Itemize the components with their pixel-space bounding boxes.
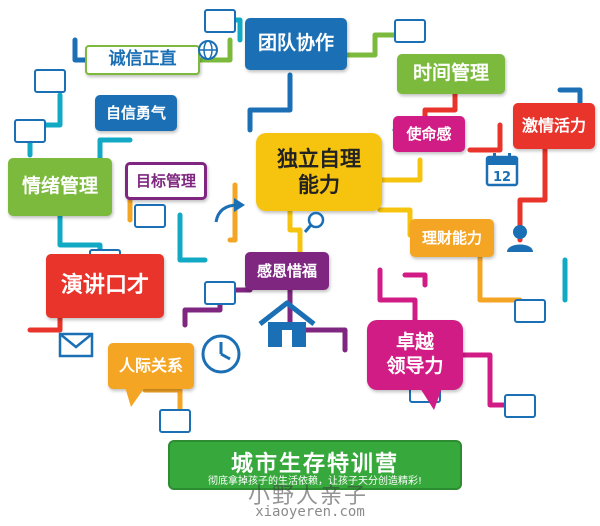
clock-icon	[201, 334, 241, 374]
node-emotion-management: 情绪管理	[8, 158, 112, 216]
home-icon	[258, 300, 316, 347]
node-teamwork-label: 团队协作	[257, 32, 334, 55]
watermark-name: 小野人亲子	[247, 484, 368, 509]
node-goal-management-label: 目标管理	[135, 171, 196, 190]
magnifier-icon	[303, 211, 325, 233]
mail-icon	[58, 332, 94, 358]
node-speech: 演讲口才	[46, 254, 164, 318]
node-leadership-label: 卓越 领导力	[386, 331, 444, 377]
user-icon	[507, 225, 533, 252]
node-relationships: 人际关系	[108, 343, 194, 389]
node-self-confidence: 自信勇气	[95, 95, 177, 131]
leadership-tail	[420, 388, 442, 410]
banner-subtitle: 彻底拿掉孩子的生活依赖，让孩子天分创造精彩!	[207, 476, 422, 487]
node-financial: 理财能力	[410, 219, 494, 257]
node-passion: 激情活力	[513, 103, 595, 149]
node-independence: 独立自理 能力	[256, 133, 382, 211]
node-emotion-management-label: 情绪管理	[21, 175, 98, 198]
node-mission-label: 使命感	[406, 124, 452, 143]
node-time-management: 时间管理	[397, 54, 505, 94]
node-relationships-label: 人际关系	[118, 356, 183, 375]
node-integrity-label: 诚信正直	[108, 49, 177, 70]
watermark-site: xiaoyeren.com	[255, 504, 365, 520]
node-goal-management: 目标管理	[125, 162, 207, 200]
calendar-number: 12	[493, 170, 511, 185]
node-mission: 使命感	[393, 116, 465, 152]
banner-title: 城市生存特训营	[230, 452, 399, 477]
node-gratitude: 感恩惜福	[245, 252, 329, 290]
node-financial-label: 理财能力	[421, 228, 482, 247]
globe-icon	[198, 40, 218, 60]
node-teamwork: 团队协作	[245, 18, 347, 70]
node-leadership: 卓越 领导力	[367, 320, 463, 390]
node-passion-label: 激情活力	[521, 116, 586, 135]
calendar-icon: 12	[485, 153, 519, 187]
arrow-icon	[214, 198, 245, 223]
node-speech-label: 演讲口才	[60, 273, 149, 299]
node-integrity: 诚信正直	[85, 45, 200, 75]
node-independence-label: 独立自理 能力	[277, 146, 361, 197]
banner: 城市生存特训营 彻底拿掉孩子的生活依赖，让孩子天分创造精彩!	[168, 440, 462, 490]
node-time-management-label: 时间管理	[412, 62, 489, 85]
node-self-confidence-label: 自信勇气	[105, 103, 166, 122]
node-gratitude-label: 感恩惜福	[256, 261, 317, 280]
relationships-tail	[125, 387, 145, 407]
